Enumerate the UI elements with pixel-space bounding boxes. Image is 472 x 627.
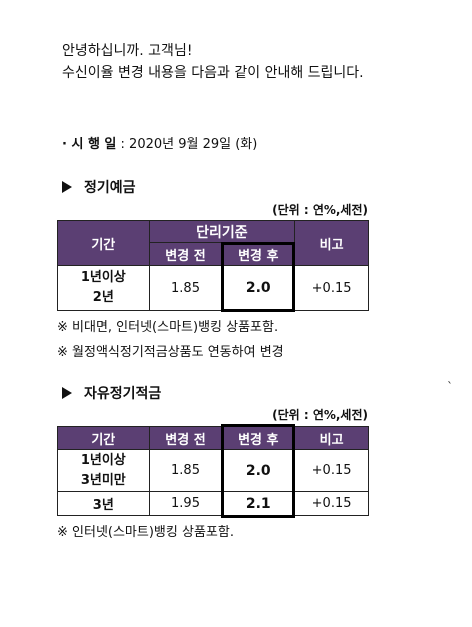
- effective-date-label: · 시 행 일: [62, 137, 117, 152]
- rate-before-cell: 1.85: [148, 449, 223, 492]
- free-savings-rate-table: 기간 변경 전 변경 후 비고 1년이상 3년미만 1.85 2.0 +0.15…: [57, 426, 369, 516]
- rate-after-cell: 2.1: [221, 491, 296, 516]
- header-before: 변경 전: [148, 242, 223, 266]
- table-row: 1년이상 2년 1.85 2.0 +0.15: [57, 265, 369, 311]
- rate-after-cell: 2.0: [221, 449, 296, 492]
- section-title-free-savings: 자유정기적금: [62, 383, 161, 403]
- section-1-unit: (단위 : 연%,세전): [272, 203, 368, 217]
- rate-before-cell: 1.95: [148, 491, 223, 516]
- period-line-1: 1년이상: [80, 452, 126, 468]
- greeting-block: 안녕하십니까. 고객님! 수신이율 변경 내용을 다음과 같이 안내해 드립니다…: [62, 40, 364, 84]
- triangle-bullet-icon: [62, 181, 72, 193]
- rate-note-cell: +0.15: [294, 449, 369, 492]
- header-period: 기간: [57, 426, 150, 450]
- period-line-1: 1년이상: [80, 270, 126, 285]
- period-line-2: 3년미만: [80, 472, 126, 488]
- section-1-note-1: ※ 비대면, 인터넷(스마트)뱅킹 상품포함.: [57, 320, 279, 335]
- table-row: 3년 1.95 2.1 +0.15: [57, 491, 369, 516]
- period-line-2: 2년: [92, 290, 114, 305]
- triangle-bullet-icon: [62, 387, 72, 399]
- rate-after-cell: 2.0: [221, 265, 296, 311]
- header-before: 변경 전: [148, 426, 223, 450]
- header-basis: 단리기준: [148, 220, 296, 243]
- section-2-unit: (단위 : 연%,세전): [272, 408, 368, 422]
- header-period: 기간: [57, 220, 150, 266]
- effective-date-value: : 2020년 9월 29일 (화): [116, 137, 258, 152]
- header-note: 비고: [294, 220, 369, 266]
- section-2-title: 자유정기적금: [84, 386, 162, 402]
- rate-before-cell: 1.85: [148, 265, 223, 311]
- term-deposit-rate-table: 기간 단리기준 비고 변경 전 변경 후 1년이상 2년 1.85 2.0 +0…: [57, 220, 369, 311]
- section-1-note-2: ※ 월정액식정기적금상품도 연동하여 변경: [57, 345, 284, 360]
- rate-note-cell: +0.15: [294, 265, 369, 311]
- header-after: 변경 후: [221, 426, 296, 450]
- period-cell: 1년이상 3년미만: [57, 449, 150, 492]
- greeting-line-1: 안녕하십니까. 고객님!: [62, 43, 193, 59]
- section-2-note-1: ※ 인터넷(스마트)뱅킹 상품포함.: [57, 525, 234, 540]
- period-cell: 1년이상 2년: [57, 265, 150, 311]
- greeting-line-2: 수신이율 변경 내용을 다음과 같이 안내해 드립니다.: [62, 65, 364, 81]
- section-1-title: 정기예금: [84, 180, 136, 196]
- header-note: 비고: [294, 426, 369, 450]
- rate-note-cell: +0.15: [294, 491, 369, 516]
- table-row: 1년이상 3년미만 1.85 2.0 +0.15: [57, 449, 369, 492]
- header-after: 변경 후: [221, 242, 296, 266]
- period-cell: 3년: [57, 491, 150, 516]
- effective-date-line: · 시 행 일 : 2020년 9월 29일 (화): [62, 133, 257, 152]
- section-title-term-deposit: 정기예금: [62, 177, 136, 197]
- stray-mark: `: [447, 380, 453, 394]
